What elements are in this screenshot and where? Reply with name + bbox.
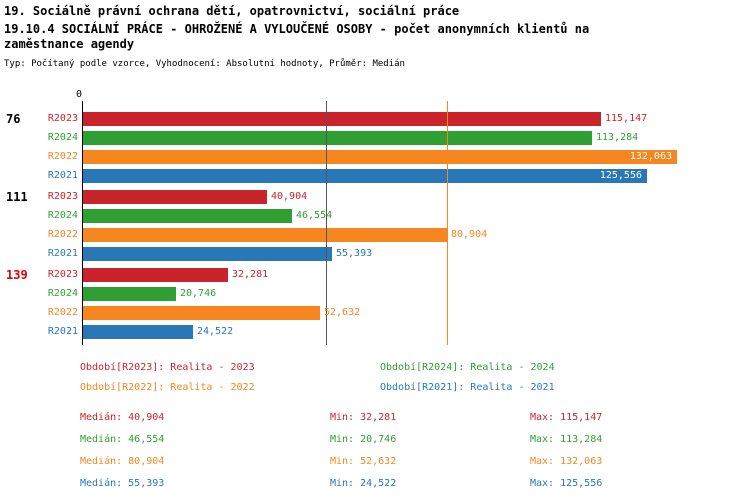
bar-r2023 xyxy=(83,112,601,126)
chart-header: 19. Sociálně právní ochrana dětí, opatro… xyxy=(4,4,748,70)
bar-r2024 xyxy=(83,131,592,145)
bar-r2021 xyxy=(83,247,332,261)
group-label: 111 xyxy=(6,190,28,204)
series-row-label: R2022 xyxy=(47,151,78,162)
legend-item: Období[R2022]: Realita - 2022 xyxy=(80,382,255,393)
horizontal-bar-chart: 0 76 R2023 115,147 R2024 113,284 R2022 132,063 R… xyxy=(0,88,750,356)
series-row-label: R2023 xyxy=(47,113,78,124)
stat-median: Medián: 80,904 xyxy=(80,456,165,467)
stat-median: Medián: 55,393 xyxy=(80,478,165,489)
series-row-label: R2024 xyxy=(47,132,78,143)
series-row-label: R2023 xyxy=(47,269,78,280)
y-axis-line xyxy=(82,101,83,345)
bar-value-label: 113,284 xyxy=(596,132,639,143)
stat-min: Min: 20,746 xyxy=(330,434,397,445)
bar-r2023 xyxy=(83,268,228,282)
bar-r2022 xyxy=(83,306,320,320)
bar-value-label: 115,147 xyxy=(605,113,648,124)
bar-value-label: 80,904 xyxy=(451,229,488,240)
chart-meta-line: Typ: Počítaný podle vzorce, Vyhodnocení:… xyxy=(4,59,405,69)
bar-value-label: 40,904 xyxy=(271,191,308,202)
series-row-label: R2023 xyxy=(47,191,78,202)
series-row-label: R2022 xyxy=(47,307,78,318)
series-row-label: R2021 xyxy=(47,326,78,337)
series-row-label: R2021 xyxy=(47,248,78,259)
stat-max: Max: 132,063 xyxy=(530,456,603,467)
reference-line xyxy=(447,101,448,345)
group-label: 76 xyxy=(6,112,21,126)
series-row-label: R2022 xyxy=(47,229,78,240)
legend-item: Období[R2024]: Realita - 2024 xyxy=(380,362,555,373)
bar-value-label: 46,554 xyxy=(296,210,333,221)
chart-title: 19. Sociálně právní ochrana dětí, opatro… xyxy=(4,4,460,18)
stat-median: Medián: 46,554 xyxy=(80,434,165,445)
stat-max: Max: 125,556 xyxy=(530,478,603,489)
axis-zero-label: 0 xyxy=(75,89,82,100)
stat-median: Medián: 40,904 xyxy=(80,412,165,423)
bar-r2022 xyxy=(83,150,677,164)
bar-r2021 xyxy=(83,169,647,183)
chart-subtitle: 19.10.4 SOCIÁLNÍ PRÁCE - OHROŽENÉ A VYLO… xyxy=(4,22,590,51)
bar-value-label: 52,632 xyxy=(324,307,361,318)
legend-item: Období[R2021]: Realita - 2021 xyxy=(380,382,555,393)
reference-line xyxy=(326,101,327,345)
bar-value-label: 32,281 xyxy=(232,269,269,280)
bar-value-label: 24,522 xyxy=(197,326,234,337)
series-row-label: R2024 xyxy=(47,288,78,299)
group-label: 139 xyxy=(6,268,28,282)
bar-value-label: 125,556 xyxy=(599,170,642,181)
bar-value-label: 55,393 xyxy=(336,248,373,259)
bar-r2024 xyxy=(83,209,292,223)
bar-r2022 xyxy=(83,228,447,242)
stat-min: Min: 52,632 xyxy=(330,456,397,467)
bar-r2023 xyxy=(83,190,267,204)
series-row-label: R2024 xyxy=(47,210,78,221)
bar-r2024 xyxy=(83,287,176,301)
chart-stats: Medián: 40,904 Min: 32,281 Max: 115,147 Med… xyxy=(0,408,750,498)
stat-max: Max: 115,147 xyxy=(530,412,603,423)
stat-min: Min: 24,522 xyxy=(330,478,397,489)
bar-value-label: 20,746 xyxy=(180,288,217,299)
chart-legend: Období[R2023]: Realita - 2023 Období[R202… xyxy=(0,358,750,402)
bar-r2021 xyxy=(83,325,193,339)
stat-min: Min: 32,281 xyxy=(330,412,397,423)
bar-value-label: 132,063 xyxy=(629,151,672,162)
series-row-label: R2021 xyxy=(47,170,78,181)
legend-item: Období[R2023]: Realita - 2023 xyxy=(80,362,255,373)
stat-max: Max: 113,284 xyxy=(530,434,603,445)
